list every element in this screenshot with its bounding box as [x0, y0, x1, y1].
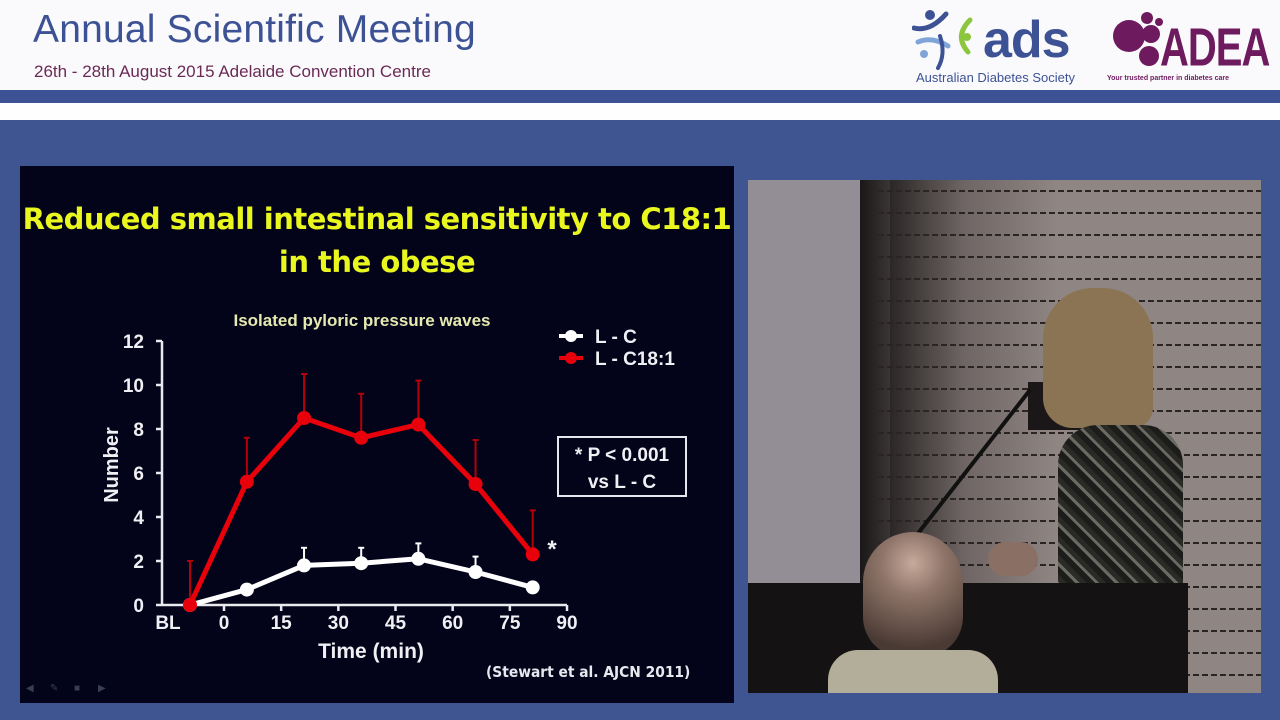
x-tick-label: 90 [556, 613, 577, 634]
conference-subtitle: 26th - 28th August 2015 Adelaide Convent… [34, 62, 431, 81]
data-point [468, 477, 483, 491]
panel-stripe [878, 190, 1261, 192]
x-tick-label: BL [155, 613, 181, 634]
panel-stripe [878, 432, 1261, 434]
y-axis-label: Number [101, 427, 123, 503]
x-tick-label: 60 [442, 613, 463, 634]
data-point [525, 547, 540, 562]
panel-stripe [878, 256, 1261, 258]
slide-title-line2: in the obese [278, 245, 476, 279]
data-point [411, 551, 426, 566]
x-tick-label: 0 [219, 613, 230, 634]
panel-stripe [878, 278, 1261, 280]
stat-box-line1: * P < 0.001 [575, 445, 670, 466]
adea-caption: Your trusted partner in diabetes care [1107, 75, 1230, 82]
data-point [525, 580, 540, 595]
header-white-strip [0, 103, 1280, 120]
chart-title: Isolated pyloric pressure waves [233, 311, 490, 330]
ads-caption: Australian Diabetes Society [916, 70, 1075, 85]
x-tick-label: 15 [271, 613, 293, 634]
y-tick-label: 12 [123, 332, 144, 353]
x-tick-label: 30 [328, 613, 349, 634]
y-tick-label: 4 [133, 508, 144, 529]
panel-stripe [878, 212, 1261, 214]
data-point [354, 556, 369, 571]
data-point [239, 474, 254, 489]
conference-header: Annual Scientific Meeting 26th - 28th Au… [0, 0, 1280, 90]
header-divider-band [0, 90, 1280, 103]
slide-title-line1: Reduced small intestinal sensitivity to … [22, 202, 732, 236]
x-tick-label: 45 [385, 613, 407, 634]
x-tick-label: 75 [499, 613, 521, 634]
slide-title: Reduced small intestinal sensitivity to … [20, 198, 734, 284]
video-audience-shirt [828, 650, 998, 693]
slide-menu-icon[interactable]: ■ [74, 683, 81, 694]
speaker-video-feed [748, 180, 1261, 693]
data-point [239, 582, 254, 597]
x-axis-label: Time (min) [318, 640, 424, 663]
video-speaker-head [1043, 288, 1153, 428]
y-tick-label: 0 [133, 596, 144, 617]
data-point [354, 430, 369, 445]
y-tick-label: 2 [133, 552, 144, 573]
next-arrow-icon[interactable]: ▶ [98, 683, 106, 694]
ads-wordmark: ads [983, 11, 1071, 69]
legend-label: L - C18:1 [595, 349, 675, 370]
conference-title: Annual Scientific Meeting [33, 8, 476, 51]
adea-logo-icon [1113, 12, 1163, 66]
data-point [297, 411, 312, 425]
video-speaker-hand [988, 542, 1038, 576]
data-point [468, 565, 483, 579]
data-point [183, 598, 197, 612]
presentation-slide: Reduced small intestinal sensitivity to … [20, 166, 734, 703]
prev-arrow-icon[interactable]: ◀ [26, 683, 34, 694]
video-audience-member [863, 532, 963, 657]
pen-icon[interactable]: ✎ [50, 683, 59, 694]
significance-marker: * [547, 536, 557, 563]
stat-box [557, 436, 687, 497]
stat-box-line2: vs L - C [588, 472, 657, 493]
line-chart: Isolated pyloric pressure waves 0 2 4 6 8 10 12… [101, 311, 687, 663]
citation: (Stewart et al. AJCN 2011) [486, 663, 691, 681]
panel-stripe [878, 234, 1261, 236]
data-point [297, 558, 312, 573]
legend-swatch-marker [565, 330, 577, 342]
legend-swatch-marker [565, 352, 577, 364]
series-line-lc18 [187, 415, 535, 607]
legend-label: L - C [595, 327, 637, 348]
y-tick-label: 8 [133, 420, 144, 441]
data-point [411, 417, 426, 432]
y-tick-label: 6 [133, 464, 144, 485]
y-tick-label: 10 [123, 376, 144, 397]
ads-logo-icon [912, 10, 973, 70]
adea-wordmark: ADEA [1160, 18, 1270, 78]
slideshow-controls: ◀ ✎ ■ ▶ [26, 684, 112, 694]
